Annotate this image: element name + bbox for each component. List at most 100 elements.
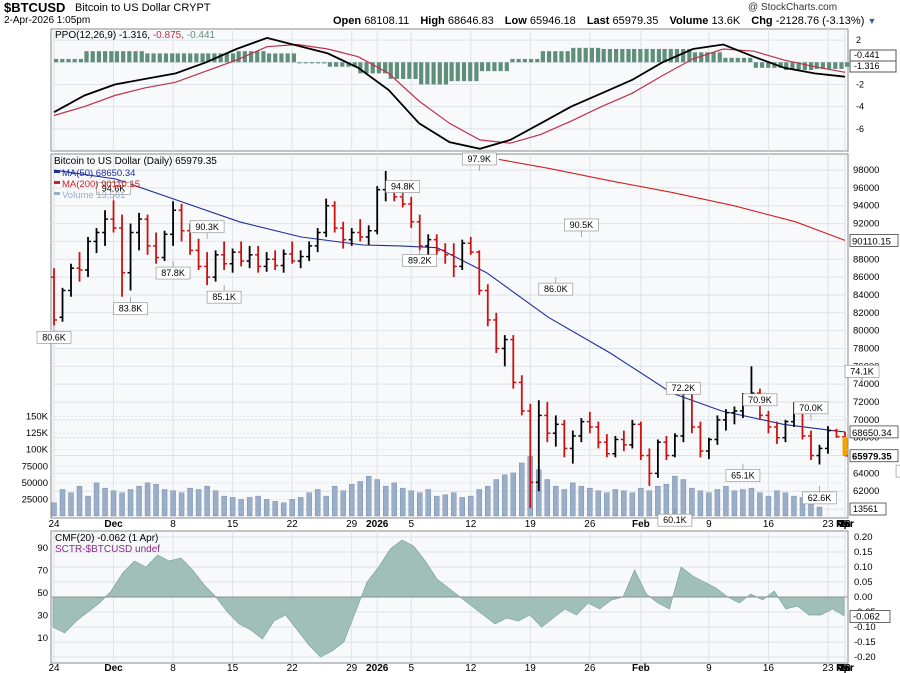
price-tick-label: 96000	[853, 183, 879, 194]
ohlc-bar	[773, 421, 780, 444]
volume-bar	[127, 489, 134, 517]
volume-bar	[110, 490, 117, 517]
price-last-label: 68650.34	[852, 428, 892, 439]
last-label: Last	[586, 15, 610, 27]
ppo-hist-bar	[717, 52, 722, 63]
ohlc-bar	[782, 419, 789, 443]
volume-bar	[544, 479, 551, 517]
volume-bar	[204, 485, 210, 517]
cmf-tick-label-right: -0.15	[854, 637, 876, 648]
ppo-hist-bar	[194, 53, 199, 63]
cmf-x-tick-label: Mar	[836, 663, 854, 673]
ppo-hist-bar	[571, 47, 576, 63]
volume-bar	[170, 490, 176, 517]
ohlc-bar	[578, 418, 585, 443]
ppo-hist-bar	[200, 53, 205, 63]
annotation-box	[666, 381, 701, 395]
ppo-hist-bar	[236, 51, 241, 63]
ppo-hist-bar	[681, 48, 686, 63]
ppo-last-box	[849, 60, 897, 73]
ppo-hist-bar	[181, 53, 187, 63]
ppo-hist-bar	[656, 48, 662, 63]
ohlc-bar	[467, 236, 474, 255]
ppo-hist-bar	[516, 58, 521, 63]
volume-bar	[425, 489, 431, 517]
volume-bar	[791, 495, 797, 517]
ohlc-bar	[442, 243, 449, 264]
ppo-hist-bar	[486, 62, 491, 72]
ohlc-bar	[238, 241, 245, 267]
volume-bar	[663, 483, 670, 517]
volume-bar	[400, 487, 406, 517]
ohlc-bar	[365, 225, 372, 245]
ohlc-bar	[722, 409, 729, 431]
price-x-tick-label: Feb	[632, 519, 650, 530]
annotation-box	[657, 513, 693, 527]
price-last-label: 65979.35	[852, 452, 892, 463]
dropdown-icon[interactable]: ▼	[867, 16, 877, 26]
ohlc-bar	[306, 241, 313, 262]
ppo-hist-bar	[388, 62, 393, 79]
price-x-tick-label: Dec	[104, 519, 123, 530]
ppo-hist-bar	[620, 48, 625, 63]
volume-bar	[136, 485, 142, 517]
volume-bar	[782, 492, 789, 517]
ohlc-bar	[119, 214, 126, 297]
ppo-hist-bar	[553, 51, 558, 63]
ppo-hist-bar	[839, 62, 844, 69]
price-last-label: 90110.15	[852, 236, 891, 247]
price-x-tick-label: 23	[839, 519, 851, 530]
annotation-box	[844, 364, 880, 378]
ppo-hist-bar	[133, 51, 138, 63]
volume-bar	[697, 490, 704, 517]
price-x-tick-label: Mar	[836, 519, 854, 530]
volume-bar	[519, 462, 525, 517]
volume-bar	[229, 497, 236, 517]
ohlc-bar	[612, 435, 619, 458]
ppo-hist-bar	[711, 52, 716, 63]
ppo-hist-bar	[419, 62, 424, 85]
ppo-hist-bar	[425, 62, 430, 85]
ppo-hist-bar	[528, 58, 534, 63]
ppo-hist-bar	[72, 58, 77, 63]
ppo-hist-bar	[796, 62, 801, 71]
ppo-hist-bar	[109, 51, 114, 63]
annotation-label: 72.2K	[672, 383, 696, 393]
volume-bar	[297, 497, 304, 517]
ppo-hist-bar	[322, 62, 327, 64]
ohlc-bar	[178, 203, 185, 242]
volume-bar	[748, 487, 755, 517]
ohlc-bar	[697, 421, 704, 458]
annotation-label: 70.0K	[799, 403, 823, 413]
cmf-tick-label-right: -0.10	[854, 622, 876, 633]
ppo-hist-bar	[662, 48, 667, 63]
cmf-x-tick-label: Dec	[104, 663, 123, 673]
volume-bar	[272, 501, 278, 517]
volume-bar	[246, 497, 253, 517]
price-last-box	[849, 449, 899, 463]
price-tick-label: 74000	[853, 379, 879, 390]
volume-bar	[340, 490, 346, 517]
ppo-hist-bar	[54, 58, 59, 63]
annotation-label: 83.8K	[119, 304, 143, 314]
cmf-x-tick-label: 22	[287, 663, 299, 673]
ppo-hist-bar	[151, 53, 156, 63]
annotation-box	[895, 464, 900, 478]
volume-bar	[323, 495, 329, 517]
ppo-hist-bar	[157, 53, 162, 63]
ohlc-bar	[816, 444, 823, 465]
price-x-tick-label: Apr	[836, 519, 853, 530]
annotation-box	[793, 401, 829, 415]
volume-bar	[689, 487, 695, 517]
cmf-x-tick-label: 2026	[366, 663, 389, 673]
price-tick-label: 78000	[853, 343, 879, 354]
cmf-tick-label-left: 70	[37, 566, 48, 577]
low-label: Low	[504, 15, 527, 27]
ppo-hist-bar	[352, 62, 357, 67]
ppo-hist-bar	[401, 62, 406, 79]
volume-bar	[740, 489, 746, 517]
ppo-hist-bar	[78, 58, 83, 63]
ppo-legend: PPO(12,26,9) -1.316, -0.875, -0.441	[55, 30, 216, 41]
price-tick-label: 94000	[853, 201, 879, 212]
volume-bar	[331, 485, 338, 517]
